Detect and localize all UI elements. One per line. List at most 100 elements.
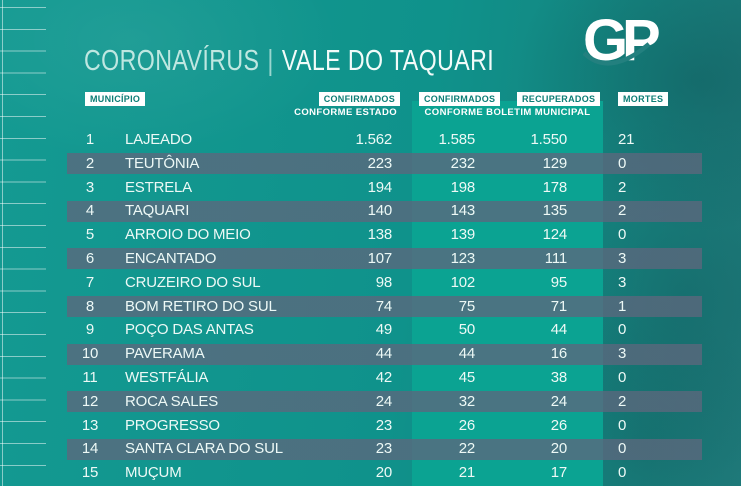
table-row: 6 ENCANTADO 107 123 111 3: [67, 246, 702, 271]
cell-confirmados-estado: 223: [367, 154, 393, 172]
header-confirmados-municipal: CONFIRMADOS: [419, 92, 501, 106]
table-row: 9 POÇO DAS ANTAS 49 50 44 0: [67, 318, 702, 342]
table-row: 4 TAQUARI 140 143 135 2: [67, 199, 702, 224]
cell-confirmados-municipal: 22: [458, 440, 475, 458]
cell-recuperados: 38: [550, 368, 567, 386]
cell-mortes: 1: [618, 297, 627, 315]
cell-confirmados-estado: 20: [375, 464, 392, 482]
cell-rank: 9: [85, 321, 95, 339]
cell-rank: 3: [85, 178, 95, 196]
cell-confirmados-municipal: 232: [450, 154, 476, 172]
cell-recuperados: 17: [550, 464, 567, 482]
title-separator: |: [267, 45, 274, 77]
cell-confirmados-estado: 23: [375, 416, 392, 434]
cell-municipio: WESTFÁLIA: [125, 368, 209, 386]
cell-confirmados-estado: 194: [367, 178, 393, 196]
cell-confirmados-municipal: 143: [450, 202, 476, 220]
cell-municipio: TEUTÔNIA: [125, 154, 200, 172]
cell-mortes: 3: [618, 273, 627, 291]
svg-text:P: P: [622, 8, 661, 72]
cell-mortes: 0: [618, 154, 627, 172]
cell-confirmados-municipal: 75: [458, 297, 475, 315]
cell-rank: 6: [85, 249, 95, 267]
cell-rank: 2: [85, 154, 95, 172]
cell-confirmados-municipal: 32: [458, 392, 475, 410]
cell-recuperados: 71: [550, 297, 567, 315]
cell-municipio: LAJEADO: [125, 131, 192, 148]
header-municipio: MUNICÍPIO: [85, 92, 146, 106]
cell-recuperados: 16: [550, 345, 567, 363]
cell-confirmados-municipal: 50: [458, 321, 475, 339]
table-row: 2 TEUTÔNIA 223 232 129 0: [67, 151, 702, 176]
cell-mortes: 2: [618, 202, 627, 220]
cell-recuperados: 135: [542, 202, 568, 220]
cell-municipio: POÇO DAS ANTAS: [125, 321, 254, 339]
cell-rank: 11: [82, 368, 98, 386]
cell-confirmados-estado: 42: [375, 368, 392, 386]
cell-mortes: 21: [618, 131, 635, 148]
cell-confirmados-estado: 98: [375, 273, 392, 291]
cell-confirmados-municipal: 102: [450, 273, 476, 291]
cell-municipio: ROCA SALES: [125, 392, 219, 410]
table-row: 5 ARROIO DO MEIO 138 139 124 0: [67, 223, 702, 247]
cell-confirmados-municipal: 123: [450, 249, 476, 267]
table-row: 1 LAJEADO 1.562 1.585 1.550 21: [67, 128, 702, 152]
cell-confirmados-estado: 49: [375, 321, 392, 339]
cell-municipio: BOM RETIRO DO SUL: [125, 297, 277, 315]
cell-municipio: MUÇUM: [125, 464, 182, 482]
cell-mortes: 0: [618, 464, 627, 482]
table-row: 11 WESTFÁLIA 42 45 38 0: [67, 366, 702, 390]
cell-rank: 5: [85, 226, 95, 244]
cell-rank: 13: [81, 416, 99, 434]
title-region: VALE DO TAQUARI: [281, 45, 495, 77]
cell-municipio: CRUZEIRO DO SUL: [125, 273, 261, 291]
cell-recuperados: 26: [550, 416, 567, 434]
cell-recuperados: 95: [550, 273, 567, 291]
cell-recuperados: 111: [544, 249, 567, 267]
cell-mortes: 0: [618, 321, 627, 339]
table-row: 7 CRUZEIRO DO SUL 98 102 95 3: [67, 271, 702, 295]
cell-rank: 10: [81, 345, 99, 363]
table-row: 14 SANTA CLARA DO SUL 23 22 20 0: [67, 437, 702, 462]
cell-mortes: 0: [618, 440, 627, 458]
cell-mortes: 0: [618, 416, 627, 434]
cell-confirmados-municipal: 21: [458, 464, 475, 482]
cell-mortes: 0: [618, 368, 627, 386]
cell-rank: 4: [85, 202, 95, 220]
cell-municipio: TAQUARI: [125, 202, 190, 220]
header-mortes: MORTES: [618, 92, 669, 106]
table-row: 10 PAVERAMA 44 44 16 3: [67, 342, 702, 366]
cell-rank: 8: [85, 297, 95, 315]
table-row: 8 BOM RETIRO DO SUL 74 75 71 1: [67, 294, 702, 319]
cell-municipio: ARROIO DO MEIO: [125, 226, 251, 244]
title-coronavirus: CORONAVÍRUS: [84, 45, 260, 77]
cell-rank: 15: [81, 464, 99, 482]
table-row: 15 MUÇUM 20 21 17 0: [67, 461, 702, 485]
subheader-conforme-estado: CONFORME ESTADO: [294, 107, 397, 118]
cell-municipio: SANTA CLARA DO SUL: [125, 440, 283, 458]
table-body: 1 LAJEADO 1.562 1.585 1.550 21 2 TEUTÔNI…: [67, 128, 702, 485]
cell-confirmados-estado: 74: [375, 297, 392, 315]
subheader-conforme-boletim-municipal: CONFORME BOLETIM MUNICIPAL: [424, 107, 591, 118]
decorative-ruler-lines: [0, 7, 46, 485]
cell-confirmados-municipal: 198: [450, 178, 476, 196]
cell-rank: 7: [85, 273, 95, 291]
table-row: 12 ROCA SALES 24 32 24 2: [67, 389, 702, 414]
cell-confirmados-estado: 140: [367, 202, 393, 220]
cell-municipio: ESTRELA: [125, 178, 192, 196]
cell-recuperados: 44: [550, 321, 567, 339]
cell-recuperados: 20: [550, 440, 567, 458]
cell-confirmados-estado: 107: [367, 249, 393, 267]
cell-confirmados-estado: 44: [375, 345, 392, 363]
gp-logo-icon: G P: [583, 8, 661, 72]
decorative-vertical-line: [2, 0, 3, 486]
page-title: CORONAVÍRUS | VALE DO TAQUARI: [84, 45, 494, 78]
header-confirmados-estado: CONFIRMADOS: [318, 92, 400, 106]
cell-confirmados-municipal: 1.585: [438, 131, 475, 148]
cell-confirmados-estado: 138: [367, 226, 393, 244]
header-recuperados: RECUPERADOS: [517, 92, 601, 106]
cell-mortes: 2: [618, 178, 627, 196]
cell-confirmados-municipal: 26: [458, 416, 475, 434]
cell-recuperados: 129: [542, 154, 568, 172]
cell-municipio: PROGRESSO: [125, 416, 220, 434]
